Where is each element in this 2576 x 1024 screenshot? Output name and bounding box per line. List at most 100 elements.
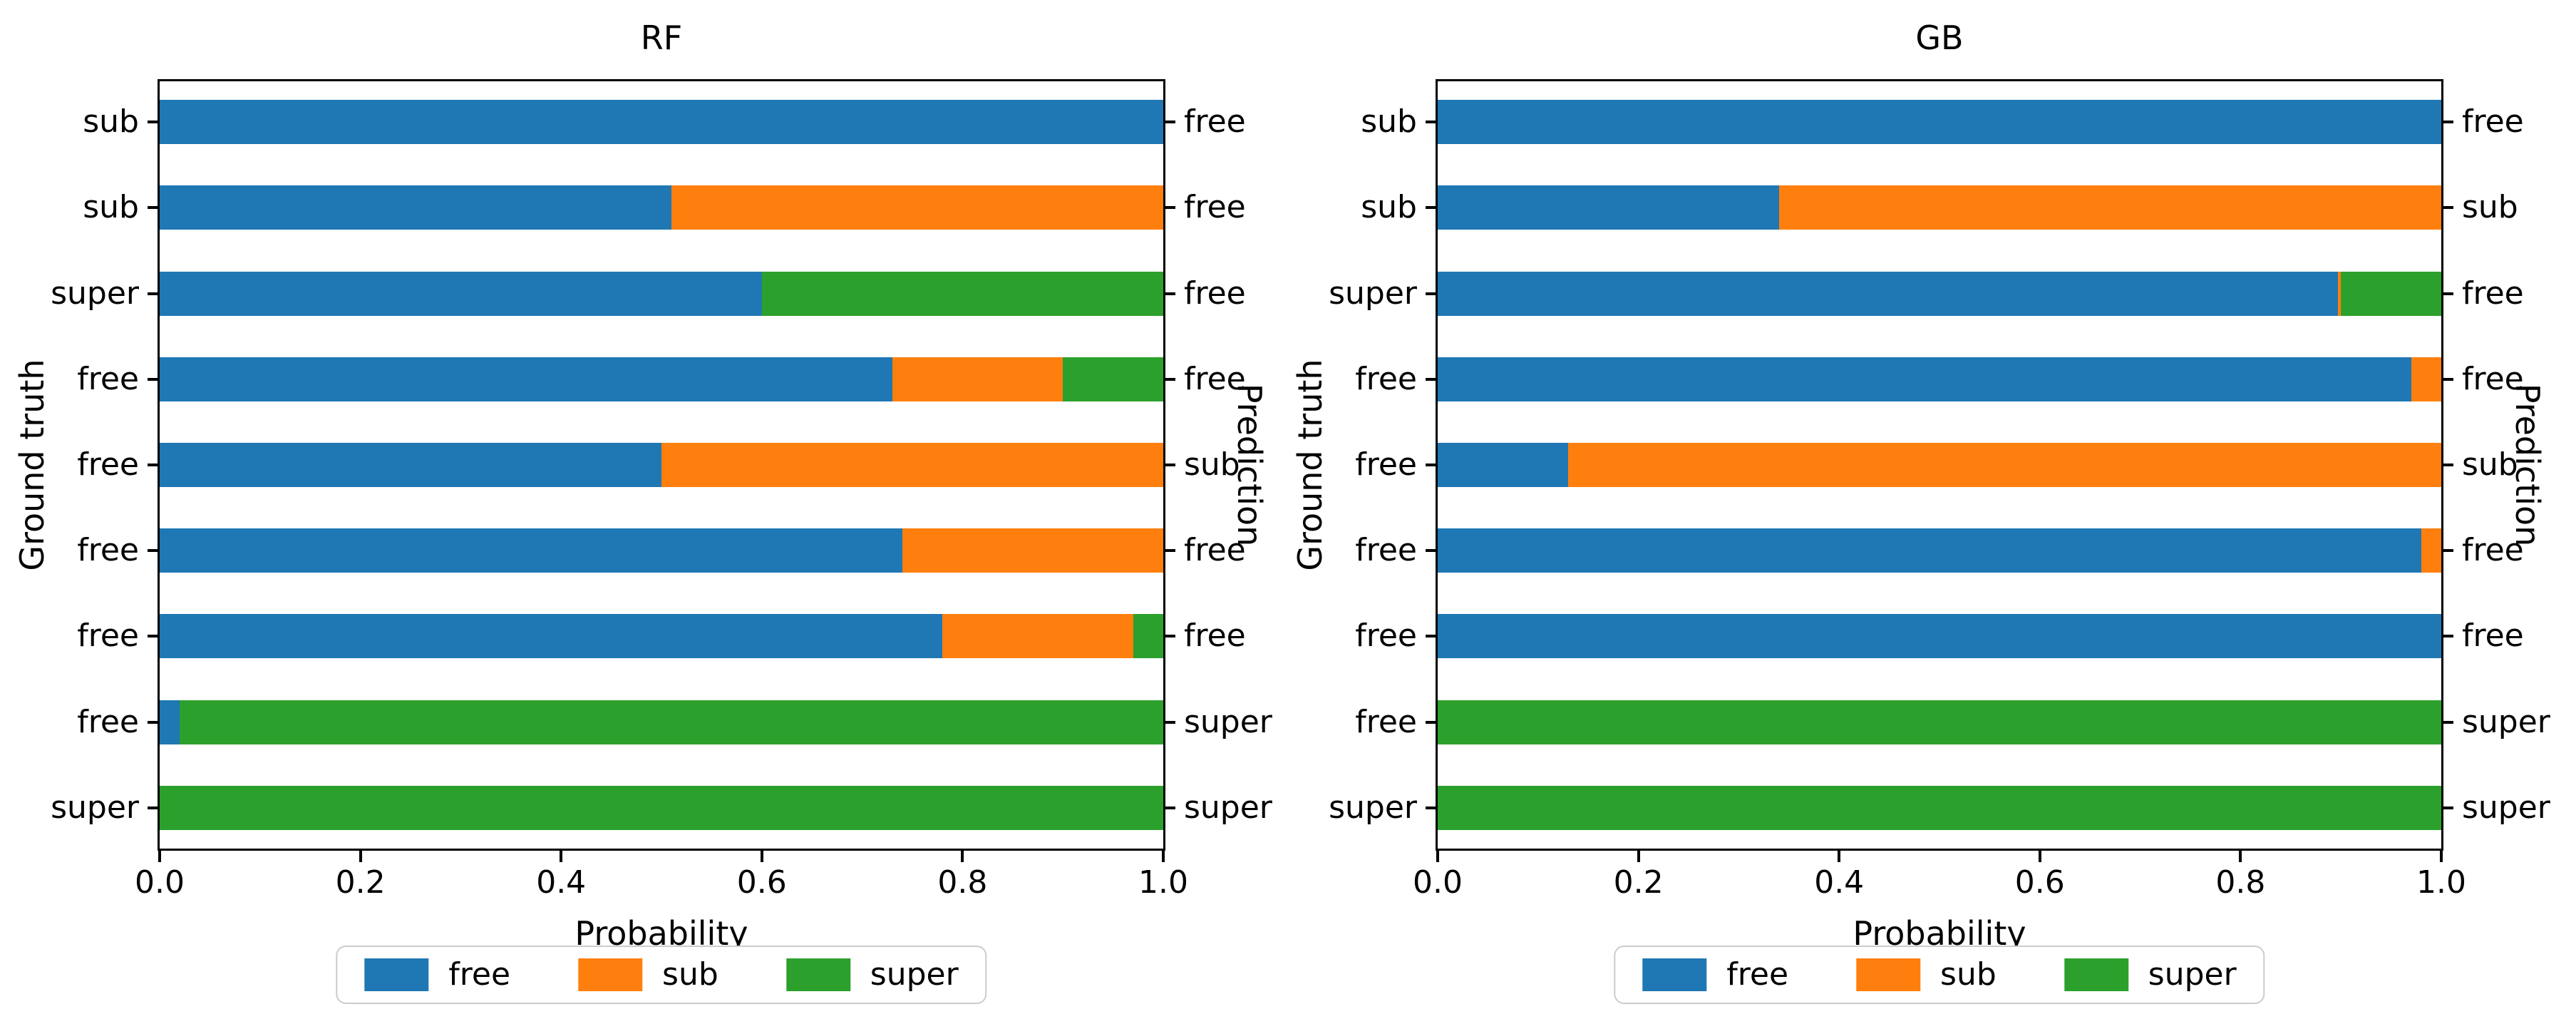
y-tick-left — [1426, 121, 1436, 124]
y-tick-left — [1426, 806, 1436, 809]
bar-row — [1438, 443, 2441, 487]
y-tick-right — [2443, 377, 2453, 381]
bar-segment-free — [160, 443, 661, 487]
legend-label: super — [2148, 956, 2237, 993]
x-tick-label: 0.4 — [1814, 864, 1865, 901]
ground-truth-tick-label: sub — [1361, 103, 1417, 140]
legend-label: free — [1726, 956, 1789, 993]
bar-row — [160, 614, 1163, 659]
y-tick-left — [148, 549, 158, 553]
ground-truth-tick-label: free — [77, 446, 139, 483]
y-tick-right — [1165, 635, 1175, 638]
x-tick — [1637, 851, 1640, 862]
prediction-tick-label: free — [2462, 103, 2524, 140]
y-tick-right — [1165, 292, 1175, 295]
y-tick-right — [2443, 806, 2453, 809]
ground-truth-tick-label: free — [77, 532, 139, 569]
legend-swatch-super — [2064, 958, 2128, 991]
y-tick-left — [148, 720, 158, 724]
bar-segment-sub — [892, 357, 1063, 401]
x-tick-label: 0.6 — [2014, 864, 2065, 901]
legend: free sub super — [1614, 946, 2265, 1004]
bar-segment-free — [160, 357, 892, 401]
bar-segment-free — [1438, 271, 2338, 316]
legend-swatch-free — [364, 958, 429, 991]
legend-item: super — [2064, 958, 2237, 991]
prediction-tick-label: free — [2462, 532, 2524, 569]
x-tick-label: 0.6 — [736, 864, 787, 901]
y-tick-right — [2443, 292, 2453, 295]
bar-row — [160, 443, 1163, 487]
ground-truth-tick-label: super — [51, 275, 139, 312]
bar-segment-sub — [1568, 443, 2441, 487]
bar-row — [160, 271, 1163, 316]
prediction-tick-label: free — [1184, 360, 1246, 397]
prediction-tick-label: super — [2462, 789, 2550, 826]
ground-truth-tick-label: free — [1355, 360, 1417, 397]
bar-segment-super — [1438, 700, 2441, 744]
ground-truth-tick-label: super — [51, 789, 139, 826]
bar-segment-super — [1133, 614, 1163, 659]
bar-row — [1438, 100, 2441, 145]
chart-title-rf: RF — [640, 19, 683, 57]
bar-row — [1438, 614, 2441, 659]
x-tick — [560, 851, 563, 862]
y-tick-right — [1165, 121, 1175, 124]
bar-segment-free — [1438, 100, 2441, 145]
x-axis-label: Probability — [1853, 914, 2026, 953]
ground-truth-tick-label: sub — [1361, 189, 1417, 226]
bar-segment-sub — [2411, 357, 2441, 401]
bar-row — [1438, 185, 2441, 230]
ground-truth-tick-label: super — [1329, 275, 1417, 312]
x-tick — [961, 851, 964, 862]
x-tick — [2038, 851, 2041, 862]
bar-segment-super — [180, 700, 1163, 744]
prediction-tick-label: free — [1184, 618, 1246, 655]
bar-segment-free — [1438, 528, 2421, 573]
ground-truth-tick-label: free — [77, 360, 139, 397]
prediction-tick-label: sub — [2462, 189, 2518, 226]
x-axis-label: Probability — [575, 914, 748, 953]
y-tick-left — [148, 377, 158, 381]
y-tick-left — [148, 464, 158, 466]
y-tick-right — [2443, 720, 2453, 724]
ground-truth-axis-label: Ground truth — [1291, 359, 1329, 571]
legend-label: sub — [1940, 956, 1997, 993]
bar-segment-super — [1438, 785, 2441, 830]
x-tick — [359, 851, 362, 862]
bar-segment-super — [761, 271, 1163, 316]
bar-row — [160, 528, 1163, 573]
prediction-tick-label: free — [2462, 618, 2524, 655]
legend-label: sub — [662, 956, 718, 993]
ground-truth-tick-label: sub — [83, 189, 139, 226]
x-tick-label: 0.8 — [2215, 864, 2266, 901]
bar-segment-super — [2341, 271, 2441, 316]
prediction-tick-label: free — [1184, 103, 1246, 140]
bar-segment-free — [1438, 614, 2441, 659]
bar-segment-free — [160, 185, 672, 230]
bar-row — [1438, 785, 2441, 830]
bar-segment-free — [160, 614, 943, 659]
legend-item: free — [1642, 958, 1788, 991]
y-tick-left — [1426, 720, 1436, 724]
prediction-tick-label: super — [1184, 703, 1272, 740]
y-tick-left — [1426, 635, 1436, 638]
bar-segment-free — [160, 271, 762, 316]
ground-truth-tick-label: free — [77, 618, 139, 655]
bar-segment-free — [160, 700, 180, 744]
y-tick-left — [148, 121, 158, 124]
bar-segment-super — [160, 785, 1163, 830]
y-tick-left — [1426, 464, 1436, 466]
prediction-tick-label: free — [2462, 360, 2524, 397]
ground-truth-tick-label: super — [1329, 789, 1417, 826]
y-tick-right — [1165, 464, 1175, 466]
x-tick — [1162, 851, 1165, 862]
y-tick-left — [1426, 549, 1436, 553]
legend-item: sub — [1856, 958, 1997, 991]
bar-row — [1438, 357, 2441, 401]
prediction-tick-label: free — [1184, 275, 1246, 312]
bar-segment-free — [1438, 357, 2411, 401]
ground-truth-tick-label: sub — [83, 103, 139, 140]
bar-row — [1438, 271, 2441, 316]
